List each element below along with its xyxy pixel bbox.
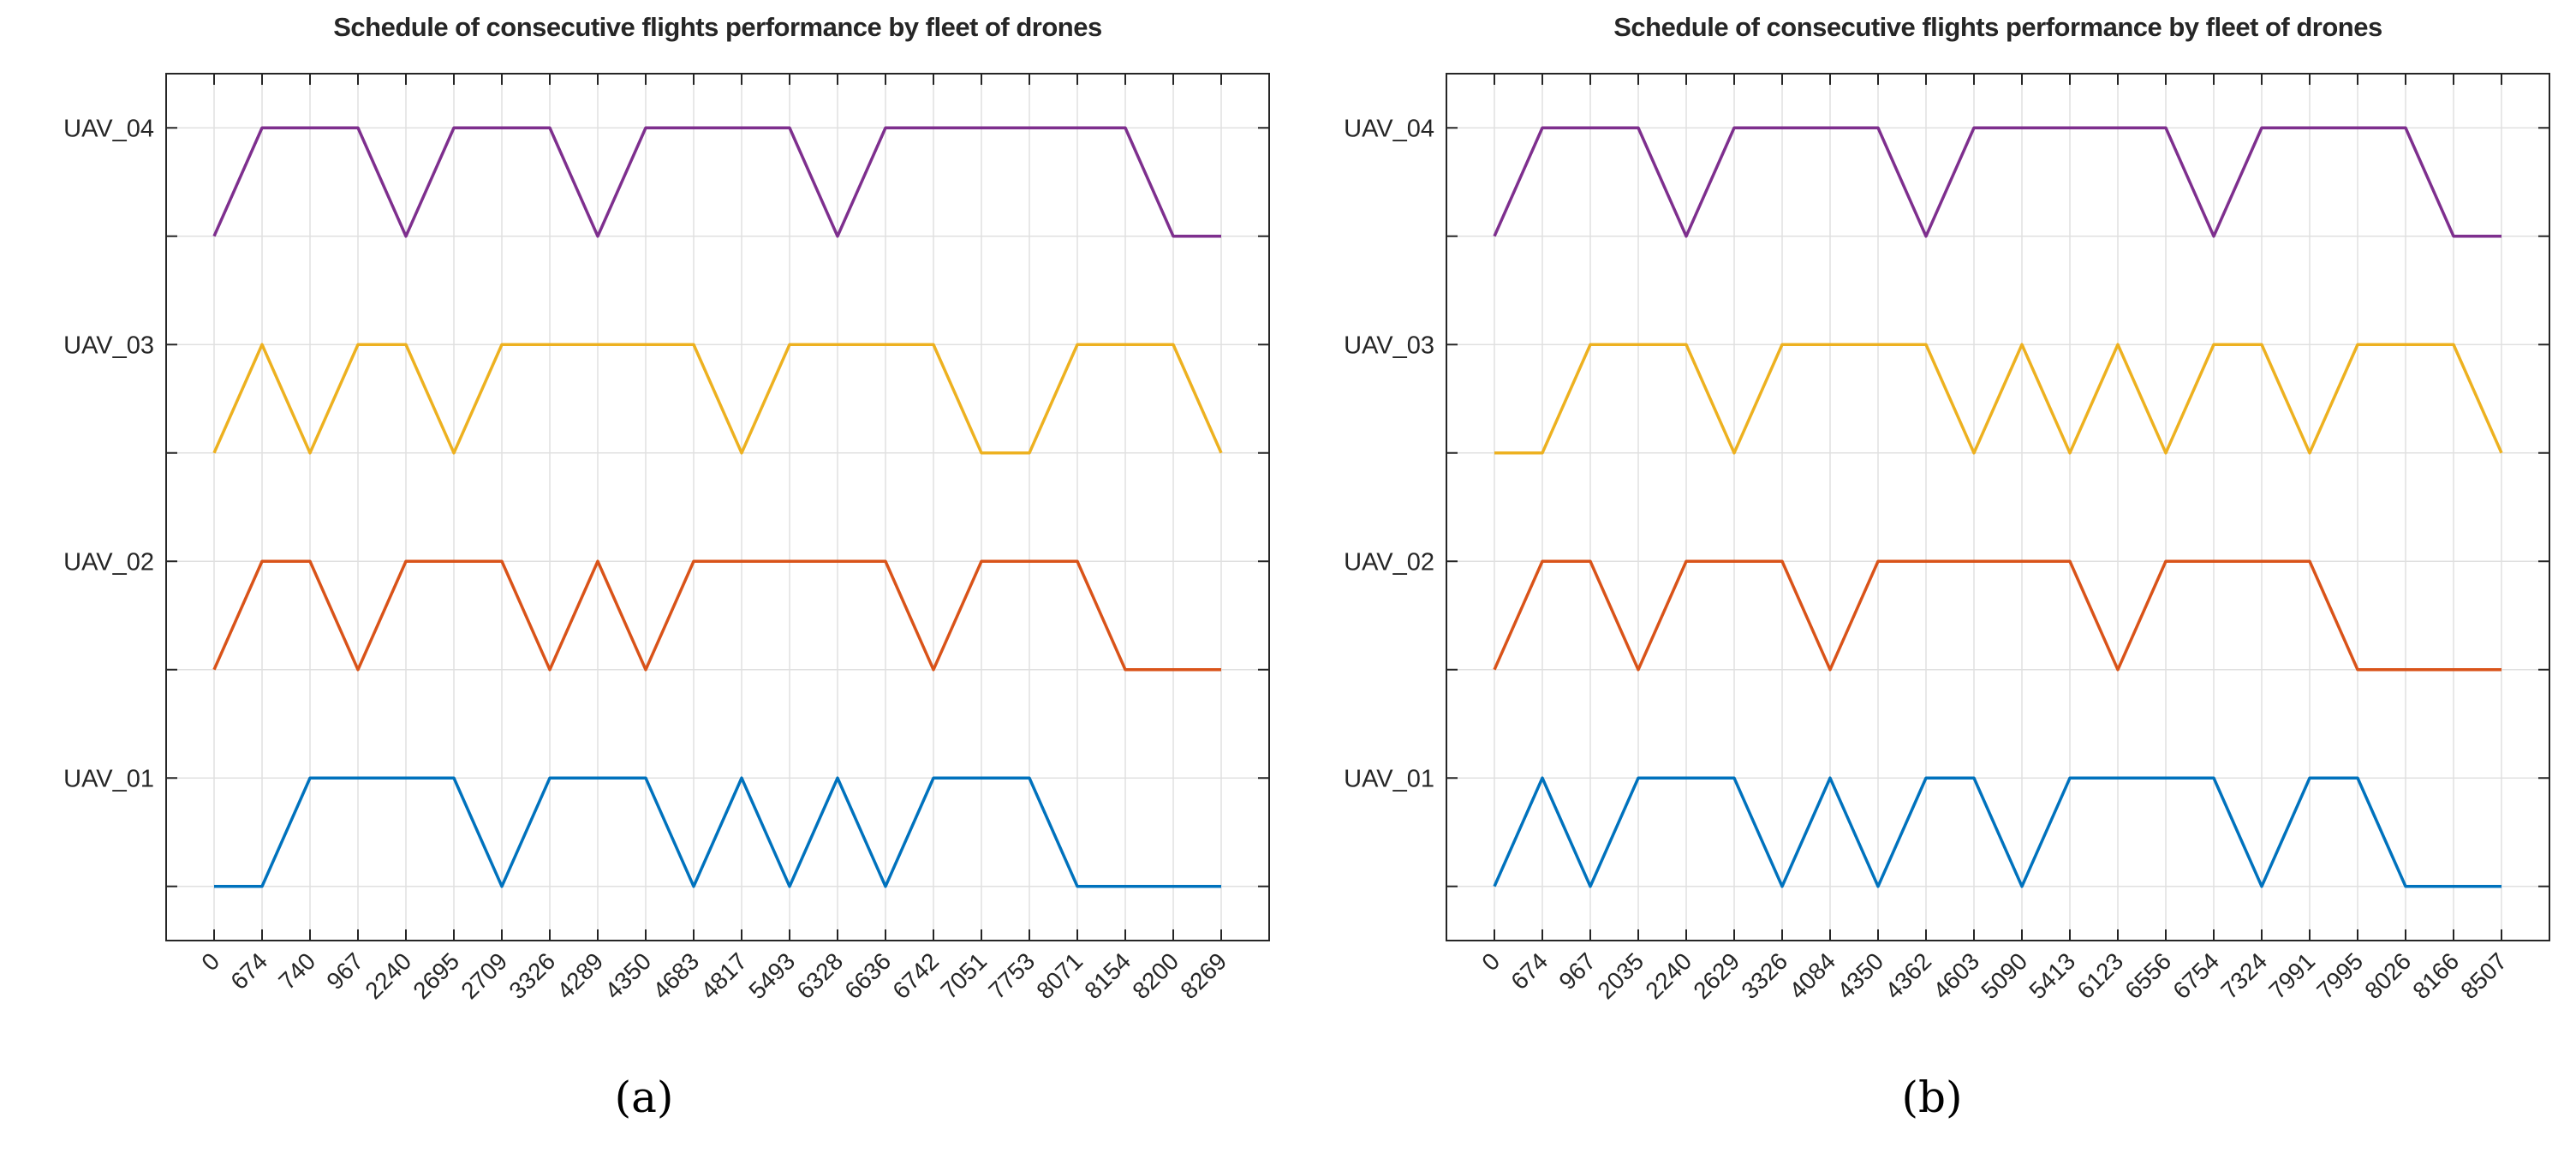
x-tick-label: 8200 (1127, 947, 1184, 1004)
x-tick-label: 4683 (647, 947, 704, 1004)
series-uav_03-line (1494, 343, 2503, 455)
x-tick-label: 0 (1476, 947, 1505, 976)
y-tick-label: UAV_02 (63, 548, 154, 576)
x-tick-label: 6328 (791, 947, 848, 1004)
caption-b: (b) (1901, 1072, 1963, 1122)
x-tick-label: 2240 (1640, 947, 1696, 1004)
x-tick-label: 3326 (504, 947, 560, 1004)
axes-box (165, 73, 1270, 941)
x-tick-label: 7995 (2311, 947, 2368, 1004)
x-tick-label: 2629 (1688, 947, 1744, 1004)
subfigure-a: Schedule of consecutive flights performa… (63, 12, 1270, 1122)
x-tick-label: 6636 (839, 947, 896, 1004)
series-uav_04-line (212, 126, 1221, 238)
x-tick-label: 5090 (1976, 947, 2032, 1004)
x-tick-label: 2709 (456, 947, 512, 1004)
x-tick-label: 7324 (2215, 947, 2272, 1004)
x-tick-label: 2695 (408, 947, 464, 1004)
x-tick-label: 6123 (2072, 947, 2128, 1004)
series-uav_02-line (1493, 559, 2501, 672)
chart-b-title: Schedule of consecutive flights performa… (1613, 12, 2382, 42)
series-uav_03-line (212, 343, 1223, 455)
y-tick-label: UAV_04 (1344, 115, 1434, 142)
x-tick-label: 5413 (2024, 947, 2080, 1004)
series-uav_04-line (1493, 126, 2501, 238)
x-tick-label: 8154 (1079, 947, 1136, 1004)
x-tick-label: 0 (196, 947, 224, 976)
x-tick-label: 4603 (1928, 947, 1984, 1004)
x-tick-label: 5493 (743, 947, 800, 1004)
x-tick-label: 7991 (2263, 947, 2320, 1004)
series-uav_01-line (1493, 776, 2501, 888)
x-tick-label: 8071 (1031, 947, 1088, 1004)
x-tick-label: 4350 (1832, 947, 1888, 1004)
y-tick-label: UAV_01 (63, 765, 154, 792)
x-tick-label: 2240 (360, 947, 416, 1004)
x-tick-label: 3326 (1736, 947, 1792, 1004)
x-tick-label: 740 (273, 947, 320, 995)
x-tick-label: 674 (1506, 947, 1553, 995)
x-tick-label: 8269 (1175, 947, 1231, 1004)
series-uav_02-line (212, 559, 1221, 672)
axes-box (1446, 73, 2550, 941)
x-tick-label: 6742 (887, 947, 944, 1004)
x-tick-label: 8026 (2359, 947, 2416, 1004)
x-tick-label: 2035 (1592, 947, 1649, 1004)
x-tick-label: 4084 (1784, 947, 1840, 1004)
x-tick-label: 8507 (2455, 947, 2512, 1004)
y-tick-label: UAV_01 (1344, 765, 1434, 792)
x-tick-label: 7753 (983, 947, 1040, 1004)
x-tick-label: 7051 (935, 947, 992, 1004)
y-tick-label: UAV_04 (63, 115, 154, 142)
x-tick-label: 4362 (1880, 947, 1936, 1004)
y-tick-label: UAV_03 (1344, 332, 1434, 359)
x-tick-label: 6754 (2168, 947, 2224, 1004)
series-uav_01-line (214, 776, 1221, 888)
x-tick-label: 674 (225, 947, 272, 995)
x-tick-label: 4817 (695, 947, 752, 1004)
x-tick-label: 4350 (599, 947, 656, 1004)
chart-a-title: Schedule of consecutive flights performa… (333, 12, 1102, 42)
caption-a: (a) (614, 1072, 674, 1122)
y-tick-label: UAV_03 (63, 332, 154, 359)
x-tick-label: 8166 (2407, 947, 2464, 1004)
x-tick-label: 4289 (552, 947, 608, 1004)
subfigure-b: Schedule of consecutive flights performa… (1288, 0, 2576, 1159)
y-tick-label: UAV_02 (1344, 548, 1434, 576)
x-tick-label: 6556 (2120, 947, 2176, 1004)
